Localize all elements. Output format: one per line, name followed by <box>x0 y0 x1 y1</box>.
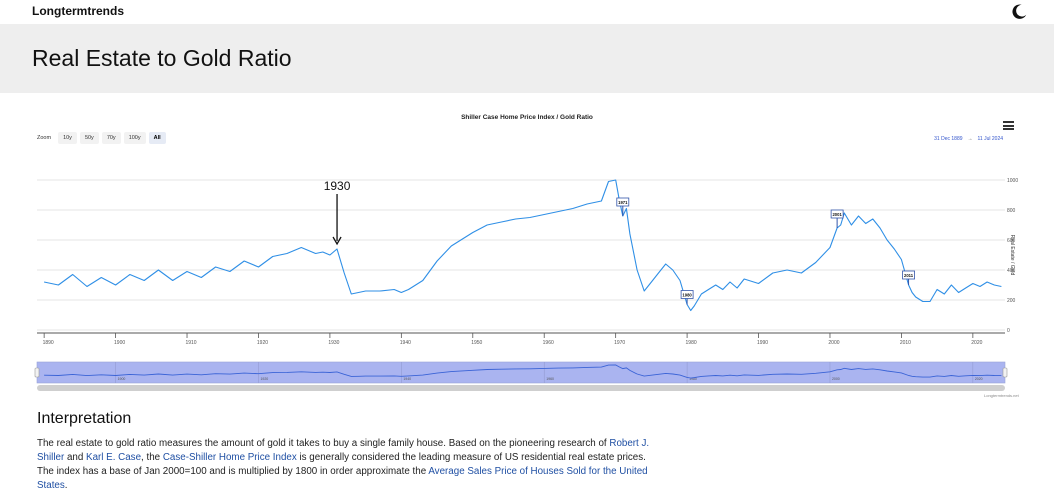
annotation-arrow-head <box>332 236 342 246</box>
shiller-link[interactable]: Robert J. Shiller <box>37 438 650 463</box>
site-logo[interactable]: Longtermtrends <box>32 4 125 18</box>
y-axis-label: Real Estate / Gold <box>1009 235 1015 276</box>
chart-svg: 0 200 400 600 800 1000 Real Estate / Gold 1890 1… <box>34 178 1018 391</box>
x-tick-label: 1910 <box>185 340 196 346</box>
x-tick-label: 1920 <box>257 340 268 346</box>
y-tick-label: 400 <box>1007 268 1016 274</box>
y-tick-label: 0 <box>1007 328 1010 334</box>
zoom-10y-button[interactable]: 10y <box>58 132 77 144</box>
annotation-label: 1930 <box>324 179 351 193</box>
zoom-controls: Zoom 10y 50y 70y 100y All <box>37 132 166 144</box>
interpretation-heading: Interpretation <box>37 410 132 427</box>
x-tick-label: 1930 <box>328 340 339 346</box>
range-from-input[interactable]: 31 Dec 1889 <box>934 136 963 142</box>
y-tick-label: 800 <box>1007 208 1016 214</box>
navigator-tick-label: 1940 <box>403 377 411 381</box>
zoom-50y-button[interactable]: 50y <box>79 132 99 144</box>
navigator-tick-label: 2020 <box>975 377 983 381</box>
x-tick-label: 2000 <box>828 340 839 346</box>
navigator-tick-label: 1920 <box>260 377 268 381</box>
x-tick-label: 1950 <box>471 340 482 346</box>
navigator-selection[interactable] <box>36 361 1006 384</box>
y-tick-label: 600 <box>1007 238 1016 244</box>
flag-label-1971: 1971 <box>618 200 628 205</box>
x-tick-label: 1970 <box>614 340 625 346</box>
interpretation-text: The real estate to gold ratio measures t… <box>37 438 650 491</box>
x-tick-label: 1890 <box>43 340 54 346</box>
date-range: 31 Dec 1889 → 11 Jul 2024 <box>934 136 1003 142</box>
flag-label-2011: 2011 <box>904 273 914 278</box>
chart-credit[interactable]: Longtermtrends.net <box>984 393 1019 398</box>
flag-box-1971[interactable] <box>616 197 630 207</box>
case-link[interactable]: Karl E. Case <box>86 452 142 463</box>
case-shiller-index-link[interactable]: Case-Shiller Home Price Index <box>162 452 297 463</box>
x-tick-label: 1900 <box>114 340 125 346</box>
series-line <box>43 179 1002 312</box>
navigator-left-handle[interactable] <box>34 367 40 378</box>
flag-box-1980[interactable] <box>680 290 694 299</box>
flag-label-2001: 2001 <box>832 212 842 217</box>
zoom-label: Zoom <box>37 135 52 141</box>
y-tick-label: 200 <box>1007 298 1016 304</box>
average-sales-price-link[interactable]: Average Sales Price of Houses Sold for t… <box>37 466 648 491</box>
range-to-input[interactable]: 11 Jul 2024 <box>977 136 1003 142</box>
navigator-series-line <box>44 364 1002 379</box>
chart-container: 0 200 400 600 800 1000 Real Estate / Gold 1890 1… <box>0 100 1054 400</box>
zoom-100y-button[interactable]: 100y <box>123 132 146 144</box>
chart-title: Shiller Case Home Price Index / Gold Rat… <box>461 114 593 121</box>
moon-icon[interactable] <box>1010 3 1028 21</box>
navigator-tick-label: 2000 <box>832 377 840 381</box>
x-tick-label: 1960 <box>543 340 554 346</box>
chart-menu-icon[interactable] <box>1003 121 1014 130</box>
interpretation-section: Interpretation The real estate to gold r… <box>37 410 662 492</box>
navigator-tick-label: 1980 <box>689 377 697 381</box>
flag-label-1980: 1980 <box>682 293 692 298</box>
navigator-right-handle[interactable] <box>1002 367 1008 378</box>
navigator-tick-label: 1960 <box>546 377 554 381</box>
range-arrow: → <box>967 136 973 142</box>
x-tick-label: 2010 <box>900 340 911 346</box>
zoom-all-button[interactable]: All <box>148 132 166 144</box>
y-tick-label: 1000 <box>1007 178 1018 184</box>
x-tick-label: 2020 <box>971 340 982 346</box>
navigator-scrollbar[interactable] <box>37 385 1005 391</box>
page-title: Real Estate to Gold Ratio <box>32 45 292 71</box>
x-tick-label: 1940 <box>400 340 411 346</box>
zoom-70y-button[interactable]: 70y <box>101 132 121 144</box>
flag-box-2001[interactable] <box>830 209 844 219</box>
top-navbar: Longtermtrends <box>0 0 1054 24</box>
flag-box-2011[interactable] <box>902 270 915 280</box>
page-header: Real Estate to Gold Ratio <box>0 24 1054 93</box>
navigator-tick-label: 1900 <box>118 377 126 381</box>
x-tick-label: 1980 <box>686 340 697 346</box>
x-tick-label: 1990 <box>757 340 768 346</box>
